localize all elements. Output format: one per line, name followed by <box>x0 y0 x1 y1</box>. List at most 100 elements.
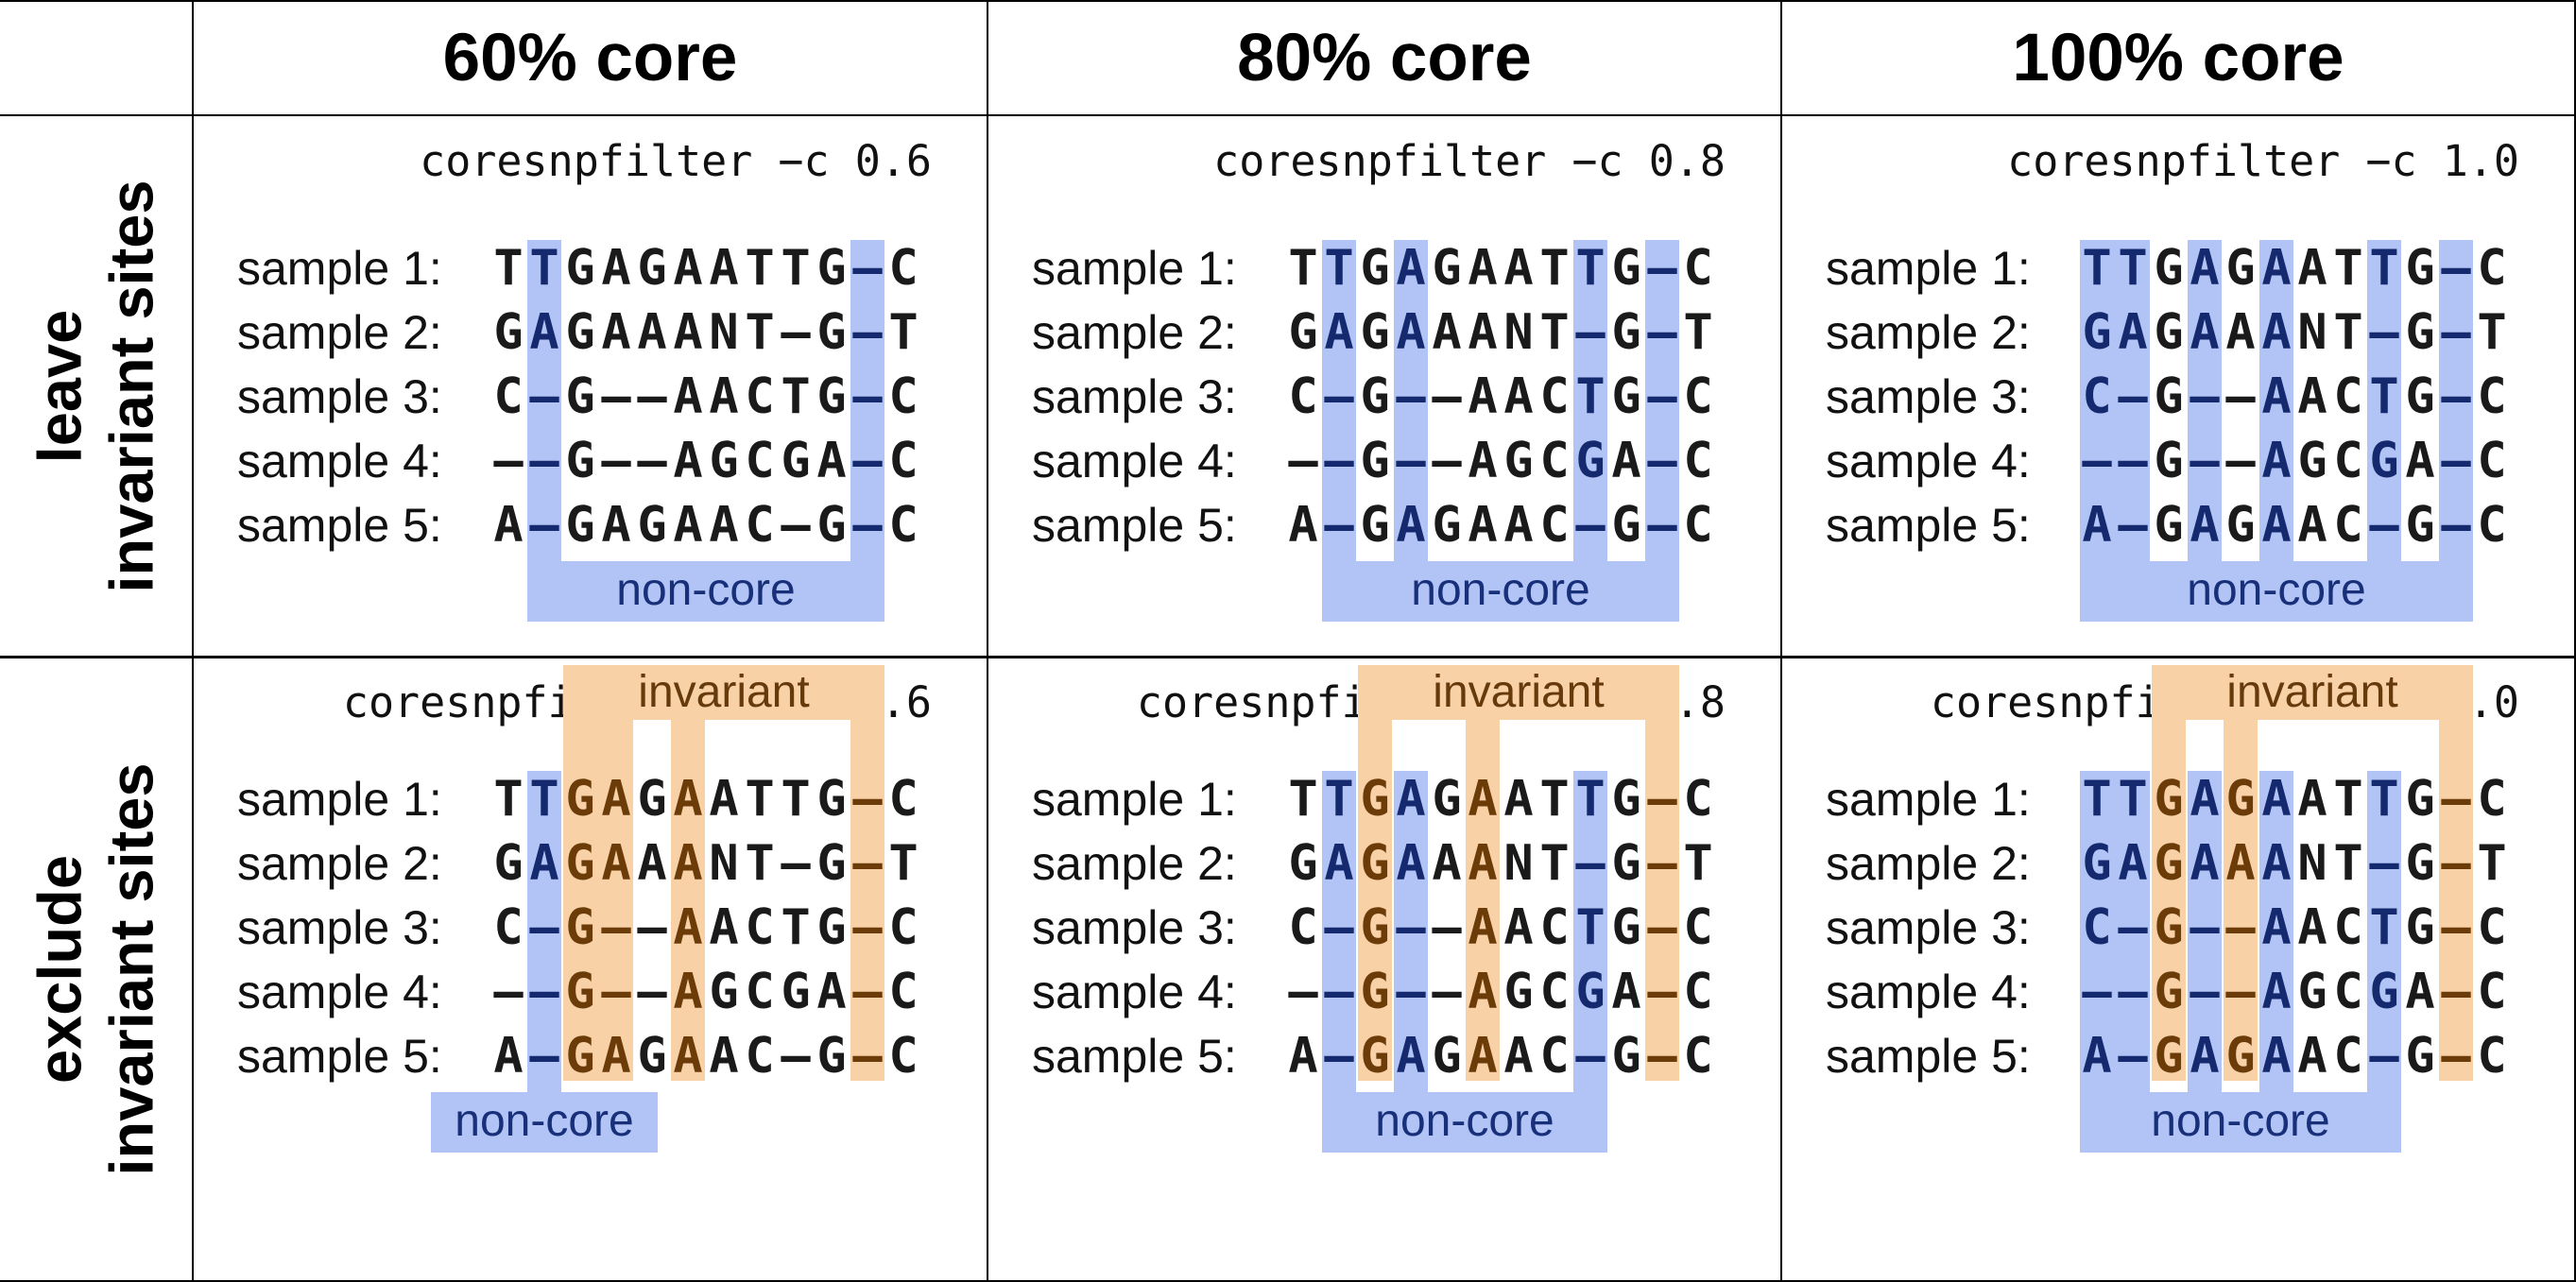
alignment-char: G <box>565 899 595 956</box>
alignment-char: G <box>816 497 847 554</box>
alignment-char: G <box>493 304 524 361</box>
alignment-char: G <box>2154 771 2184 828</box>
grid-line-top <box>0 0 2576 2</box>
alignment-char: A <box>601 835 631 892</box>
alignment-char: – <box>601 899 631 956</box>
alignment-char: A <box>673 964 703 1020</box>
alignment-char: – <box>2441 368 2471 425</box>
alignment-char: C <box>2333 368 2363 425</box>
alignment-char: T <box>1539 771 1570 828</box>
alignment-char: C <box>745 1028 775 1085</box>
core-band <box>2188 771 2222 1153</box>
noncore-label: non-core <box>1375 1096 1554 1146</box>
alignment-char: C <box>888 497 919 554</box>
sample-label: sample 4: <box>1032 966 1237 1018</box>
alignment-char: T <box>2477 304 2507 361</box>
alignment-char: G <box>1360 497 1390 554</box>
noncore-box <box>1322 561 1679 622</box>
alignment-char: – <box>1288 964 1318 1020</box>
alignment-char: G <box>1360 964 1390 1020</box>
alignment-char: C <box>745 368 775 425</box>
alignment-char: G <box>565 240 595 297</box>
alignment-char: T <box>2118 240 2148 297</box>
core-band <box>2367 771 2401 1153</box>
alignment-char: – <box>637 899 667 956</box>
alignment-char: – <box>2118 899 2148 956</box>
alignment-char: A <box>2190 240 2220 297</box>
alignment-char: G <box>781 433 811 489</box>
alignment-char: A <box>601 1028 631 1085</box>
alignment-char: – <box>637 368 667 425</box>
alignment-char: A <box>709 771 739 828</box>
sample-label: sample 3: <box>1032 370 1237 423</box>
alignment-char: A <box>1468 899 1498 956</box>
alignment-char: – <box>2441 497 2471 554</box>
alignment-char: A <box>601 240 631 297</box>
alignment-char: A <box>2261 497 2292 554</box>
alignment-char: C <box>888 240 919 297</box>
alignment-char: C <box>493 899 524 956</box>
invariant-label: invariant <box>2226 667 2398 717</box>
alignment-char: G <box>1432 1028 1462 1085</box>
alignment-char: A <box>1324 304 1354 361</box>
alignment-char: T <box>745 771 775 828</box>
alignment-char: A <box>2261 304 2292 361</box>
alignment-char: – <box>781 1028 811 1085</box>
alignment-char: G <box>1611 771 1641 828</box>
alignment-char: G <box>1360 304 1390 361</box>
sample-label: sample 4: <box>1826 966 2031 1018</box>
alignment-char: G <box>2405 835 2435 892</box>
alignment-char: A <box>2297 240 2327 297</box>
alignment-char: C <box>888 899 919 956</box>
alignment-char: – <box>2225 964 2256 1020</box>
grid-line-v1 <box>192 0 194 1282</box>
alignment-char: – <box>2441 1028 2471 1085</box>
alignment-char: – <box>1324 368 1354 425</box>
alignment-char: – <box>2441 240 2471 297</box>
alignment-char: – <box>1575 304 1606 361</box>
alignment-char: – <box>1324 964 1354 1020</box>
alignment-char: A <box>1503 1028 1534 1085</box>
alignment-char: G <box>709 433 739 489</box>
alignment-char: G <box>1503 433 1534 489</box>
alignment-char: – <box>1575 497 1606 554</box>
alignment-char: T <box>529 771 559 828</box>
sample-label: sample 5: <box>1032 1030 1237 1083</box>
sample-label: sample 1: <box>237 773 442 826</box>
alignment-char: C <box>2477 964 2507 1020</box>
alignment-char: T <box>781 240 811 297</box>
invariant-band <box>563 665 633 1081</box>
alignment-char: G <box>2154 240 2184 297</box>
alignment-char: C <box>2477 497 2507 554</box>
invariant-band <box>2152 665 2186 1081</box>
alignment-char: – <box>529 1028 559 1085</box>
alignment-char: – <box>529 497 559 554</box>
alignment-char: – <box>2082 433 2112 489</box>
alignment-char: – <box>1396 368 1426 425</box>
sample-label: sample 2: <box>1032 306 1237 359</box>
alignment-char: A <box>637 835 667 892</box>
alignment-char: T <box>1575 899 1606 956</box>
alignment-char: C <box>493 368 524 425</box>
panel-exclude-80: coresnpfilter −e −c 0.8invariantnon-core… <box>988 658 1780 1280</box>
alignment-char: – <box>852 964 883 1020</box>
alignment-char: C <box>888 1028 919 1085</box>
alignment-char: C <box>1288 899 1318 956</box>
alignment-char: A <box>2261 1028 2292 1085</box>
alignment-char: G <box>2297 964 2327 1020</box>
alignment-char: G <box>2369 433 2399 489</box>
alignment-char: C <box>2477 240 2507 297</box>
alignment-char: – <box>601 964 631 1020</box>
alignment-char: A <box>1468 497 1498 554</box>
alignment-char: G <box>2225 240 2256 297</box>
alignment-char: C <box>1683 899 1713 956</box>
alignment-char: – <box>2190 433 2220 489</box>
alignment-char: A <box>2297 771 2327 828</box>
alignment-char: – <box>2190 964 2220 1020</box>
alignment-char: A <box>673 240 703 297</box>
core-band <box>2188 240 2222 622</box>
alignment-char: – <box>781 304 811 361</box>
alignment-char: – <box>1432 368 1462 425</box>
alignment-char: A <box>816 964 847 1020</box>
alignment-char: G <box>1611 240 1641 297</box>
